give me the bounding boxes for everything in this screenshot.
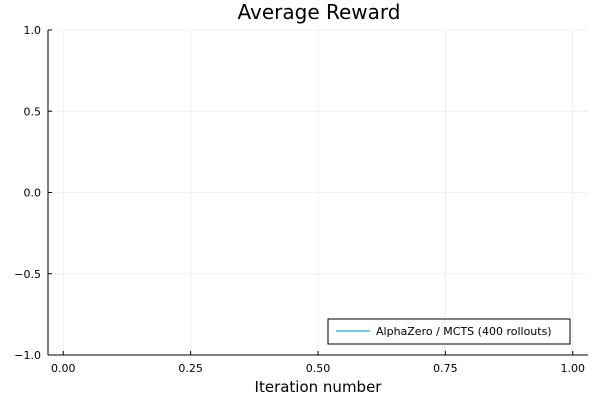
x-tick-label: 0.75 bbox=[433, 362, 458, 375]
x-tick-label: 0.00 bbox=[51, 362, 76, 375]
y-tick-label: −1.0 bbox=[14, 349, 41, 362]
legend-label: AlphaZero / MCTS (400 rollouts) bbox=[376, 325, 552, 338]
y-tick-label: 0.5 bbox=[24, 105, 42, 118]
x-tick-label: 0.25 bbox=[178, 362, 203, 375]
y-tick-label: 1.0 bbox=[24, 24, 42, 37]
y-tick-label: 0.0 bbox=[24, 187, 42, 200]
x-tick-label: 1.00 bbox=[560, 362, 585, 375]
x-tick-label: 0.50 bbox=[306, 362, 331, 375]
x-axis-label: Iteration number bbox=[255, 378, 383, 396]
chart-title: Average Reward bbox=[238, 0, 401, 24]
x-ticks: 0.00 0.25 0.50 0.75 1.00 bbox=[51, 351, 585, 375]
y-ticks: −1.0 −0.5 0.0 0.5 1.0 bbox=[14, 24, 52, 362]
y-tick-label: −0.5 bbox=[14, 268, 41, 281]
legend: AlphaZero / MCTS (400 rollouts) bbox=[327, 318, 571, 345]
grid bbox=[48, 29, 588, 356]
